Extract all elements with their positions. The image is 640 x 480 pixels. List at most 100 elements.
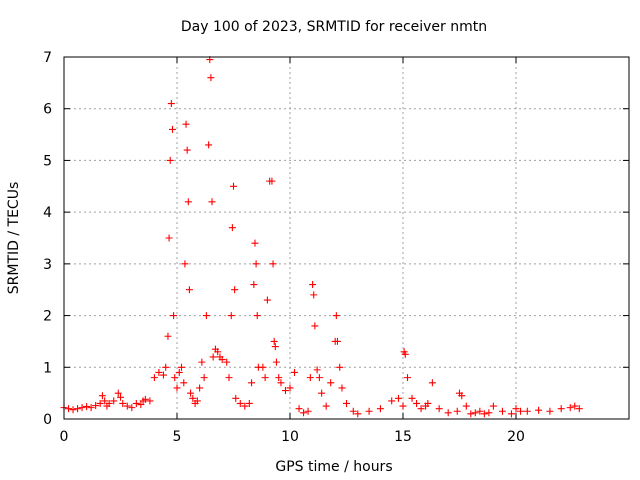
data-point — [162, 363, 170, 371]
data-point — [87, 404, 95, 412]
y-tick-label: 2 — [43, 309, 52, 325]
data-point — [171, 374, 179, 382]
data-point — [248, 379, 256, 387]
data-point — [198, 358, 206, 366]
data-point — [281, 387, 289, 395]
data-point — [338, 384, 346, 392]
data-point — [223, 358, 231, 366]
data-point — [259, 363, 267, 371]
data-point — [417, 405, 425, 413]
data-point — [333, 337, 341, 345]
data-point — [96, 399, 104, 407]
data-point — [315, 374, 323, 382]
data-point — [388, 397, 396, 405]
data-point — [225, 374, 233, 382]
data-point — [105, 399, 113, 407]
data-point — [523, 407, 531, 415]
data-point — [150, 374, 158, 382]
data-point — [159, 371, 167, 379]
data-point — [306, 374, 314, 382]
data-point — [444, 409, 452, 417]
y-tick-label: 5 — [43, 153, 52, 169]
data-point — [110, 397, 118, 405]
data-point — [175, 368, 183, 376]
data-point — [467, 410, 475, 418]
y-tick-label: 0 — [43, 412, 52, 428]
data-point — [399, 402, 407, 410]
data-point — [166, 156, 174, 164]
data-point — [435, 405, 443, 413]
data-point — [270, 337, 278, 345]
axis-ticks: 0 5 10 15 20 0 1 2 3 4 5 6 7 — [43, 50, 629, 445]
data-point — [193, 397, 201, 405]
data-point — [376, 405, 384, 413]
data-point — [571, 402, 579, 410]
data-point — [232, 394, 240, 402]
data-point — [404, 374, 412, 382]
data-point — [231, 286, 239, 294]
data-point — [123, 402, 131, 410]
y-tick-label: 6 — [43, 102, 52, 118]
data-point — [480, 410, 488, 418]
data-point — [313, 366, 321, 374]
data-point — [453, 407, 461, 415]
data-point — [535, 406, 543, 414]
data-point — [98, 392, 106, 400]
data-point — [311, 322, 319, 330]
data-point — [489, 402, 497, 410]
data-point — [241, 402, 249, 410]
data-point — [183, 146, 191, 154]
x-tick-label: 15 — [394, 429, 412, 445]
data-point — [200, 374, 208, 382]
data-point — [295, 405, 303, 413]
data-point — [575, 405, 583, 413]
x-tick-label: 5 — [173, 429, 182, 445]
data-point — [74, 405, 82, 413]
data-point — [476, 407, 484, 415]
data-point — [83, 403, 91, 411]
data-point — [196, 384, 204, 392]
x-tick-label: 0 — [60, 429, 69, 445]
data-point — [227, 312, 235, 320]
data-point — [428, 379, 436, 387]
data-point — [101, 397, 109, 405]
data-point — [155, 368, 163, 376]
data-point — [343, 399, 350, 407]
data-point — [349, 407, 357, 415]
data-point — [178, 363, 186, 371]
data-point — [322, 402, 330, 410]
data-point — [271, 343, 279, 351]
data-point — [300, 409, 308, 417]
data-point — [424, 399, 432, 407]
y-tick-label: 1 — [43, 360, 52, 376]
data-point — [119, 399, 127, 407]
data-point — [187, 389, 195, 397]
data-point — [252, 260, 260, 268]
data-point — [164, 332, 172, 340]
data-point — [214, 348, 222, 356]
data-point — [128, 404, 136, 412]
data-point — [117, 393, 124, 401]
data-point — [327, 379, 335, 387]
data-point — [354, 410, 362, 418]
data-points — [60, 56, 583, 418]
data-point — [498, 407, 506, 415]
data-point — [114, 389, 122, 397]
data-point — [202, 312, 210, 320]
data-point — [517, 407, 525, 415]
data-point — [180, 379, 188, 387]
data-point — [168, 125, 176, 133]
data-point — [566, 404, 574, 412]
data-point — [253, 312, 261, 320]
data-point — [205, 141, 213, 149]
y-tick-label: 7 — [43, 50, 52, 66]
data-point — [512, 405, 520, 413]
data-point — [261, 374, 269, 382]
y-tick-label: 4 — [43, 205, 52, 221]
data-point — [218, 356, 226, 364]
data-point — [557, 405, 565, 413]
data-point — [304, 407, 312, 415]
x-axis-label: GPS time / hours — [275, 459, 392, 475]
